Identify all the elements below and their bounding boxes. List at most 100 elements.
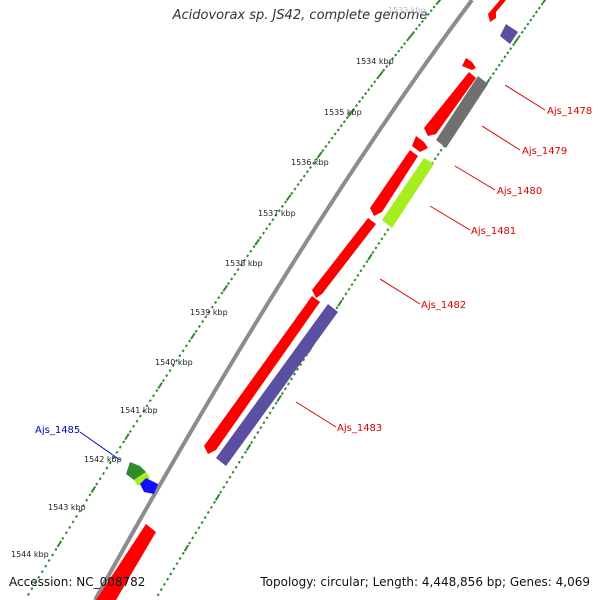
minor-tick: [206, 510, 210, 514]
minor-tick: [439, 148, 443, 152]
leader-ajs-1483: [295, 401, 337, 428]
major-tick: [214, 493, 221, 501]
minor-tick: [411, 30, 416, 35]
minor-tick: [321, 149, 325, 153]
minor-tick: [274, 401, 278, 405]
gene-label-ajs-1481[interactable]: Ajs_1481: [471, 226, 516, 237]
gene-ajs-1486[interactable]: [140, 478, 158, 494]
minor-tick: [207, 310, 211, 314]
gene-label-ajs-1483[interactable]: Ajs_1483: [337, 423, 382, 434]
gene-ajs-1477b[interactable]: [500, 24, 518, 44]
minor-tick: [108, 461, 112, 465]
minor-tick: [162, 582, 166, 586]
gene-ajs-1479[interactable]: [436, 76, 488, 148]
minor-tick: [491, 71, 495, 76]
minor-tick: [382, 68, 386, 72]
minor-tick: [391, 57, 395, 61]
gene-ajs-1478-body[interactable]: [424, 72, 476, 136]
minor-tick: [209, 505, 213, 509]
minor-tick: [286, 382, 290, 386]
minor-tick: [327, 140, 331, 144]
leader-ajs-1478: [504, 84, 546, 111]
minor-tick: [296, 183, 300, 187]
minor-tick: [253, 435, 257, 440]
minor-tick: [112, 456, 116, 460]
major-tick: [245, 443, 252, 451]
major-tick: [347, 110, 354, 118]
minor-tick: [526, 22, 530, 26]
minor-tick: [534, 10, 538, 14]
minor-tick: [380, 237, 384, 241]
minor-tick: [305, 170, 309, 174]
minor-tick: [243, 450, 247, 454]
kbp-label: 1533 kbp: [388, 6, 426, 15]
minor-tick: [88, 493, 92, 497]
minor-tick: [161, 378, 165, 383]
major-tick: [56, 540, 63, 548]
major-tick: [513, 37, 520, 44]
minor-tick: [435, 1, 439, 6]
minor-tick: [509, 47, 513, 51]
minor-tick: [234, 465, 238, 469]
minor-tick: [115, 450, 119, 454]
gene-label-ajs-1479[interactable]: Ajs_1479: [522, 146, 567, 157]
minor-tick: [350, 283, 354, 287]
minor-tick: [33, 581, 37, 585]
minor-tick: [44, 564, 48, 568]
gene-label-ajs-1482[interactable]: Ajs_1482: [421, 300, 466, 311]
minor-tick: [308, 165, 312, 170]
minor-tick: [356, 273, 360, 277]
minor-tick: [261, 231, 266, 235]
leader-ajs-1481: [429, 205, 471, 231]
minor-tick: [262, 421, 266, 425]
outer-tick-ring: [26, 0, 442, 596]
minor-tick: [194, 329, 198, 333]
gene-ajs-1477[interactable]: [488, 0, 506, 22]
kbp-label: 1539 kbp: [190, 308, 228, 317]
minor-tick: [397, 49, 401, 53]
gene-label-ajs-1485[interactable]: Ajs_1485: [35, 425, 80, 436]
major-tick: [437, 0, 442, 4]
minor-tick: [169, 572, 173, 576]
minor-tick: [537, 6, 541, 10]
minor-tick: [394, 53, 398, 57]
gene-ajs-1484[interactable]: [204, 296, 320, 454]
leader-ajs-1479: [481, 125, 521, 151]
minor-tick: [426, 12, 430, 16]
minor-tick: [217, 296, 221, 300]
gene-label-ajs-1478[interactable]: Ajs_1478: [547, 106, 592, 117]
minor-tick: [268, 411, 272, 415]
minor-tick: [488, 76, 493, 80]
gene-ajs-1485b[interactable]: [134, 472, 150, 486]
gene-ajs-1481[interactable]: [382, 158, 434, 228]
minor-tick: [197, 324, 201, 328]
gene-ajs-1483[interactable]: [216, 304, 338, 466]
kbp-label: 1541 kbp: [120, 406, 158, 415]
minor-tick: [268, 222, 272, 226]
minor-tick: [423, 16, 427, 20]
gene-bottom[interactable]: [96, 524, 156, 600]
kbp-label: 1538 kbp: [225, 259, 263, 268]
kbp-label: 1540 kbp: [155, 358, 193, 367]
minor-tick: [220, 291, 224, 295]
gene-ajs-1480[interactable]: [412, 136, 428, 152]
gene-label-ajs-1480[interactable]: Ajs_1480: [497, 186, 542, 197]
minor-tick: [118, 445, 122, 449]
minor-tick: [214, 300, 218, 305]
minor-tick: [351, 108, 356, 112]
minor-tick: [165, 373, 169, 378]
gene-ajs-1478[interactable]: [462, 58, 476, 70]
gene-ajs-1482[interactable]: [312, 218, 376, 298]
major-tick: [190, 332, 196, 340]
minor-tick: [377, 241, 381, 245]
gene-ajs-1482-a[interactable]: [370, 150, 418, 216]
minor-tick: [345, 116, 349, 120]
minor-tick: [102, 471, 106, 476]
minor-tick: [171, 364, 175, 368]
minor-tick: [302, 174, 306, 178]
leader-lines: [79, 84, 546, 461]
minor-tick: [246, 254, 250, 258]
gene-ajs-1485[interactable]: [126, 462, 146, 480]
minor-tick: [299, 178, 303, 182]
minor-tick: [181, 551, 185, 555]
